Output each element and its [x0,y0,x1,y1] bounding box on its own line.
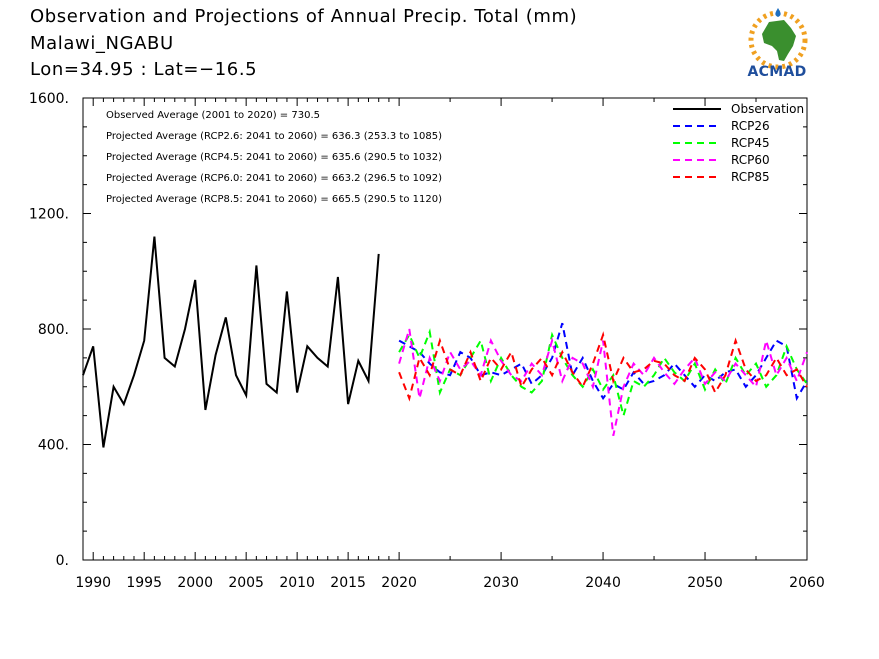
series-line-rcp26 [398,322,808,402]
legend-label: RCP26 [731,119,770,133]
plot-frame [82,97,808,561]
x-tick-label: 2040 [585,575,621,591]
x-tick-label: 2010 [279,575,315,591]
chart-title: Observation and Projections of Annual Pr… [30,6,578,27]
location-coordinates: Lon=34.95 : Lat=−16.5 [30,59,258,80]
y-tick-label: 1600. [29,91,69,107]
y-tick-label: 400. [38,438,69,454]
x-tick-label: 2000 [177,575,213,591]
series-line-observation [82,236,380,448]
legend-label: Observation [731,102,804,116]
annotation-line: Observed Average (2001 to 2020) = 730.5 [106,110,320,121]
x-tick-label: 2005 [228,575,264,591]
legend-label: RCP60 [731,153,770,167]
annotation-line: Projected Average (RCP8.5: 2041 to 2060)… [106,194,442,205]
x-tick-label: 2050 [687,575,723,591]
location-name: Malawi_NGABU [30,33,174,54]
x-tick-label: 2060 [789,575,825,591]
annotation-line: Projected Average (RCP2.6: 2041 to 2060)… [106,131,442,142]
legend-label: RCP85 [731,170,770,184]
legend-label: RCP45 [731,136,770,150]
annotation-line: Projected Average (RCP4.5: 2041 to 2060)… [106,152,442,163]
x-tick-label: 2030 [483,575,519,591]
x-tick-label: 1990 [75,575,111,591]
x-tick-label: 1995 [126,575,162,591]
x-tick-label: 2020 [381,575,417,591]
annotation-line: Projected Average (RCP6.0: 2041 to 2060)… [106,173,442,184]
y-tick-label: 0. [56,553,69,569]
series-line-rcp85 [398,331,808,402]
x-tick-label: 2015 [330,575,366,591]
y-tick-label: 1200. [29,207,69,223]
acmad-logo-text: ACMAD [747,64,807,80]
series-line-rcp60 [398,328,808,437]
africa-map-icon [748,8,808,70]
y-tick-label: 800. [38,322,69,338]
